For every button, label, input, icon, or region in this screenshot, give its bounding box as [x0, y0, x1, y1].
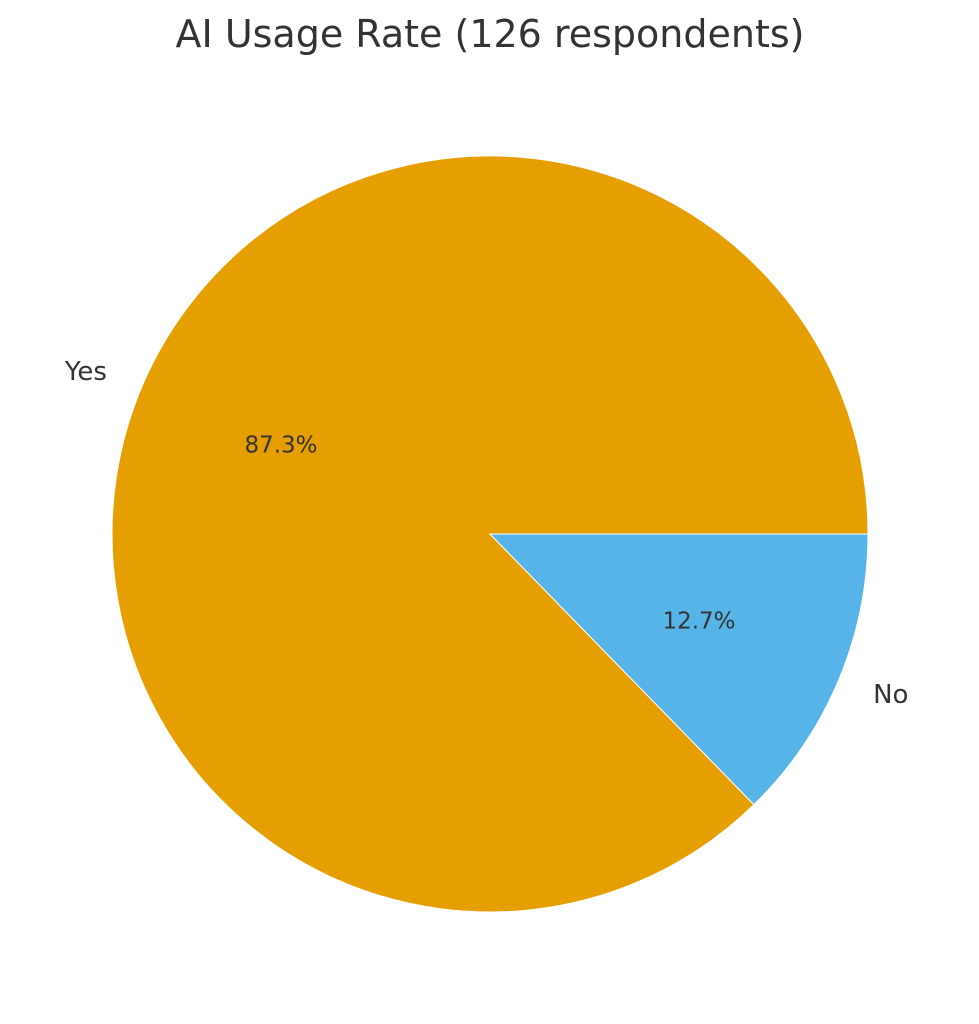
- slice-label-no: No: [873, 680, 908, 710]
- slice-label-yes: Yes: [64, 357, 107, 387]
- pie-slice-no: [488, 533, 869, 806]
- slice-percent-no: 12.7%: [662, 609, 735, 635]
- pie-labels: Yes 87.3% No 12.7%: [64, 357, 909, 710]
- slice-percent-yes: 87.3%: [244, 432, 317, 458]
- chart-title: AI Usage Rate (126 respondents): [176, 12, 805, 56]
- pie-slices: [111, 155, 869, 913]
